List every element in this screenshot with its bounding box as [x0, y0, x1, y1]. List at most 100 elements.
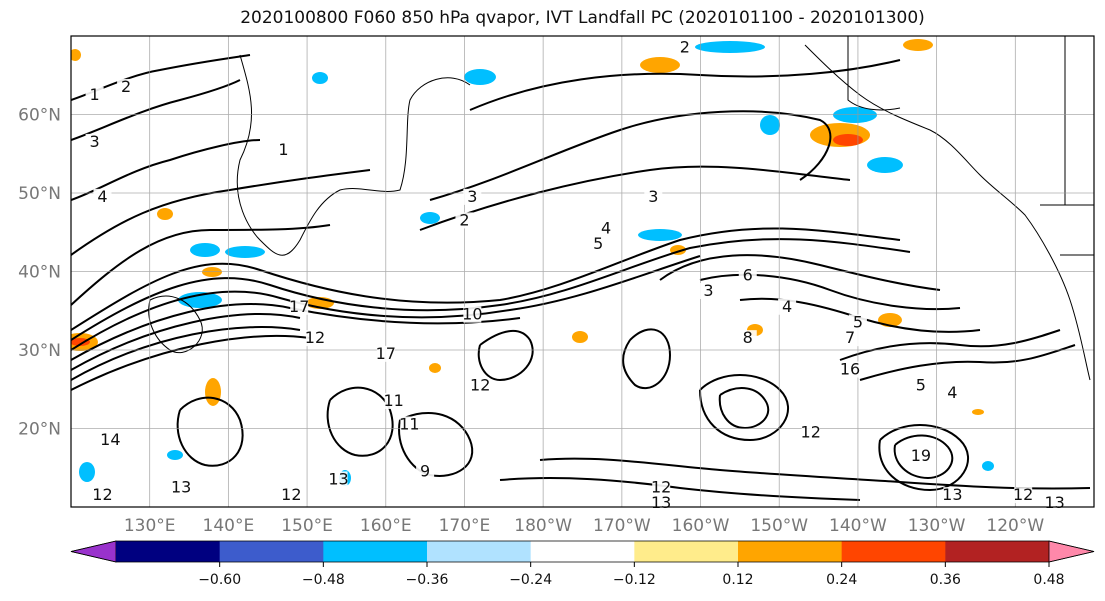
contour-label: 6	[743, 265, 753, 284]
contour-label-bg	[778, 298, 797, 315]
contour-label: 4	[782, 297, 792, 316]
longitude-labels: 130°E 140°E 150°E 160°E 170°E 180°W 170°W 160°W…	[124, 516, 1045, 536]
contour-label-bg	[943, 487, 962, 504]
colorbar-tick-label: 0.36	[930, 572, 961, 588]
qvapor-shading	[71, 39, 994, 486]
contour-label: 19	[911, 446, 931, 465]
contour-label-bg	[85, 133, 104, 150]
contour-label-bg	[455, 212, 474, 229]
lon-tick-label: 160°E	[360, 516, 412, 536]
lat-tick-label: 60°N	[18, 106, 61, 126]
colorbar-tick-label: −0.36	[406, 572, 449, 588]
contour-label-bg	[282, 487, 301, 504]
contour-label: 1	[90, 85, 100, 104]
colorbar-swatch	[323, 541, 428, 562]
graticule	[71, 36, 1094, 507]
contour-label: 1	[278, 140, 288, 159]
contour-label-bg	[699, 283, 718, 300]
contour-label: 12	[305, 328, 325, 347]
colorbar: −0.60 −0.48 −0.36 −0.24 −0.12 0.12 0.24 0.36 0.4…	[70, 540, 1095, 588]
contour-label: 4	[601, 218, 611, 237]
contour-label-bg	[376, 345, 395, 362]
contour-label: 16	[840, 360, 860, 379]
map-frame	[70, 35, 1095, 508]
contour-label: 12	[801, 422, 821, 441]
contour-label-bg	[644, 188, 663, 205]
lat-tick-label: 50°N	[18, 184, 61, 204]
contour-label: 12	[470, 375, 490, 394]
contour-label-bg	[274, 141, 293, 158]
colorbar-swatch	[841, 541, 946, 562]
colorbar-swatch	[219, 541, 324, 562]
contour-label: 3	[467, 187, 477, 206]
lat-tick-label: 40°N	[18, 263, 61, 283]
contour-label-bg	[93, 188, 112, 205]
contour-label: 13	[942, 485, 962, 504]
contour-label: 2	[459, 210, 469, 229]
contour-label: 12	[92, 485, 112, 504]
lat-tick-label: 20°N	[18, 420, 61, 440]
contour-label: 9	[420, 462, 430, 481]
contour-label-bg	[290, 298, 309, 315]
contour-label-bg	[384, 392, 403, 409]
colorbar-tick-label: −0.60	[198, 572, 241, 588]
contour-label: 3	[90, 132, 100, 151]
colorbar-ticks: −0.60 −0.48 −0.36 −0.24 −0.12 0.12 0.24 0.36 0.4…	[198, 562, 1065, 588]
lon-tick-label: 150°E	[281, 516, 333, 536]
contour-label: 5	[853, 312, 863, 331]
contour-label-bg	[801, 424, 820, 441]
contour-label: 5	[593, 234, 603, 253]
contour-label: 12	[1013, 485, 1033, 504]
contour-label-bg	[93, 487, 112, 504]
contour-label: 3	[703, 281, 713, 300]
colorbar-swatch	[738, 541, 843, 562]
contour-label-bg	[943, 385, 962, 402]
colorbar-extend-high	[1048, 540, 1095, 563]
colorbar-tick-label: 0.48	[1033, 572, 1064, 588]
contour-label: 17	[289, 297, 309, 316]
contour-label: 4	[947, 383, 957, 402]
colorbar-swatches	[70, 540, 1095, 563]
colorbar-tick-label: −0.12	[613, 572, 656, 588]
contour-label-bg	[738, 330, 757, 347]
contour-label: 4	[97, 187, 107, 206]
contour-label-bg	[172, 479, 191, 496]
contour-label: 14	[100, 430, 120, 449]
colorbar-tick-label: 0.24	[826, 572, 857, 588]
contour-label: 11	[383, 391, 403, 410]
contour-label: 12	[651, 477, 671, 496]
contour-label: 3	[648, 187, 658, 206]
contour-label-bg	[911, 447, 930, 464]
contour-label: 2	[121, 77, 131, 96]
contour-label: 13	[328, 469, 348, 488]
colorbar-swatch	[530, 541, 635, 562]
colorbar-swatch	[427, 541, 532, 562]
contour-label-bg	[400, 416, 419, 433]
contour-label-bg	[597, 220, 616, 237]
contour-label: 10	[462, 305, 482, 324]
contour-label-bg	[471, 377, 490, 394]
contour-label-bg	[841, 361, 860, 378]
contour-label: 13	[171, 477, 191, 496]
colorbar-swatch	[634, 541, 739, 562]
contour-label-bg	[85, 86, 104, 103]
contour-label: 5	[916, 375, 926, 394]
contour-label-bg	[416, 463, 435, 480]
contour-label: 12	[281, 485, 301, 504]
latitude-labels: 20°N 30°N 40°N 50°N 60°N	[18, 106, 61, 440]
contour-label-bg	[911, 377, 930, 394]
contour-label: 13	[1044, 493, 1064, 512]
colorbar-swatch	[116, 541, 221, 562]
map-title: 2020100800 F060 850 hPa qvapor, IVT Land…	[240, 8, 925, 28]
lon-tick-label: 130°E	[124, 516, 176, 536]
contour-label-bg	[738, 267, 757, 284]
lon-tick-label: 140°E	[203, 516, 255, 536]
contour-label-bg	[1014, 487, 1033, 504]
contour-label: 2	[680, 38, 690, 57]
contour-label-bg	[675, 39, 694, 56]
contour-label-bg	[652, 479, 671, 496]
lon-tick-label: 150°W	[750, 516, 808, 536]
ivt-contours	[71, 54, 1091, 501]
